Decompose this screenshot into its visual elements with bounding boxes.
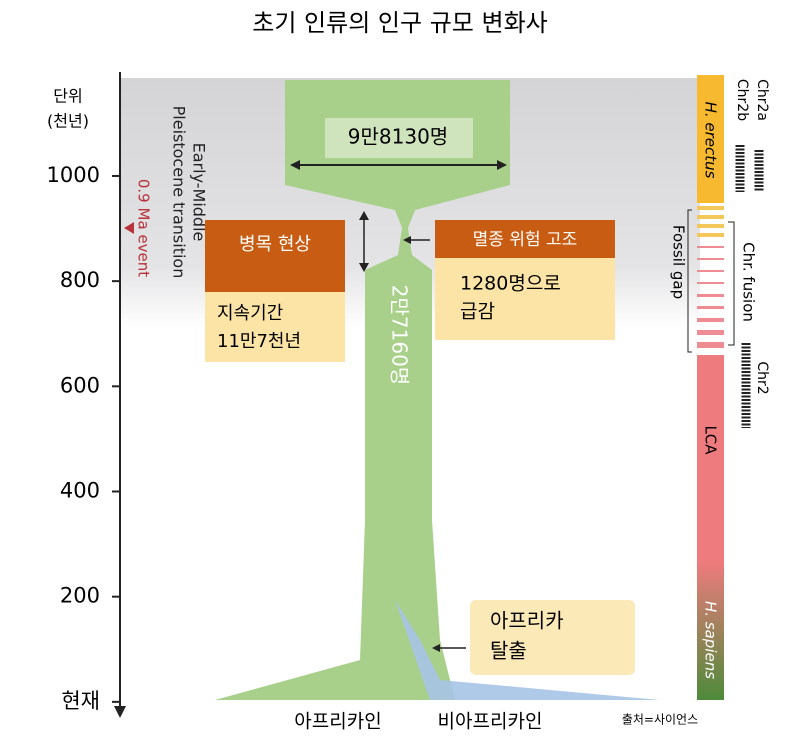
gap-stripes-pink (697, 246, 724, 348)
fusion-label: Chr. fusion (740, 242, 758, 322)
population-shape (215, 80, 510, 700)
extinction-header (435, 220, 615, 258)
gap-stripes-yellow (697, 206, 724, 237)
event-marker (124, 222, 134, 234)
lca-bar (697, 355, 724, 700)
bottleneck-text: 지속기간 (217, 303, 283, 324)
extinction-text: 1280명으로 (460, 273, 561, 295)
transition-label: Pleistocene transition (170, 106, 189, 279)
extinction-body (435, 258, 615, 340)
y-tick-label: 600 (60, 373, 100, 397)
chromosomes (735, 145, 764, 428)
unit: (천년) (47, 112, 89, 131)
arrowhead (432, 644, 440, 652)
source: 출처=사이언스 (622, 713, 698, 727)
chr-label: Chr2a (754, 79, 770, 121)
transition-label: Early-Middle (190, 143, 209, 242)
y-tick-label: 200 (60, 584, 100, 608)
callout-bg (470, 600, 635, 675)
y-tick-label: 현재 (61, 689, 100, 713)
group-label: 비아프리카인 (438, 711, 543, 733)
population-after: 2만7160명 (388, 285, 412, 385)
lca-label: LCA (702, 425, 720, 455)
extinction-text: 급감 (460, 301, 495, 323)
out-of-africa: 아프리카 (490, 609, 564, 633)
gap-label: Fossil gap (670, 225, 688, 299)
chr-label: Chr2 (754, 361, 770, 394)
label-bg (325, 118, 473, 158)
chr-label: Chr2b (734, 79, 750, 121)
bottleneck-text: 11만7천년 (217, 331, 301, 352)
erectus-label: H. erectus (702, 102, 720, 179)
out-of-africa: 탈출 (490, 639, 527, 663)
group-label: 아프리카인 (294, 711, 381, 733)
y-tick-label: 1000 (47, 163, 100, 187)
erectus-bar (697, 75, 724, 203)
bracket (687, 209, 692, 353)
event-label: 0.9 Ma event (135, 179, 153, 277)
bottleneck-title: 병목 현상 (239, 234, 311, 255)
bracket (728, 221, 735, 346)
sapiens-label: H. sapiens (702, 601, 720, 679)
y-tick-label: 800 (60, 268, 100, 292)
unit: 단위 (53, 87, 82, 106)
population-before: 9만8130명 (348, 125, 448, 149)
extinction-title: 멸종 위험 고조 (473, 230, 578, 250)
bottleneck-body (205, 292, 345, 362)
axis-arrow (114, 706, 126, 718)
title: 초기 인류의 인구 규모 변화사 (252, 9, 547, 37)
bottleneck-header (205, 220, 345, 292)
y-tick-label: 400 (60, 478, 100, 502)
arrowhead (403, 236, 411, 244)
